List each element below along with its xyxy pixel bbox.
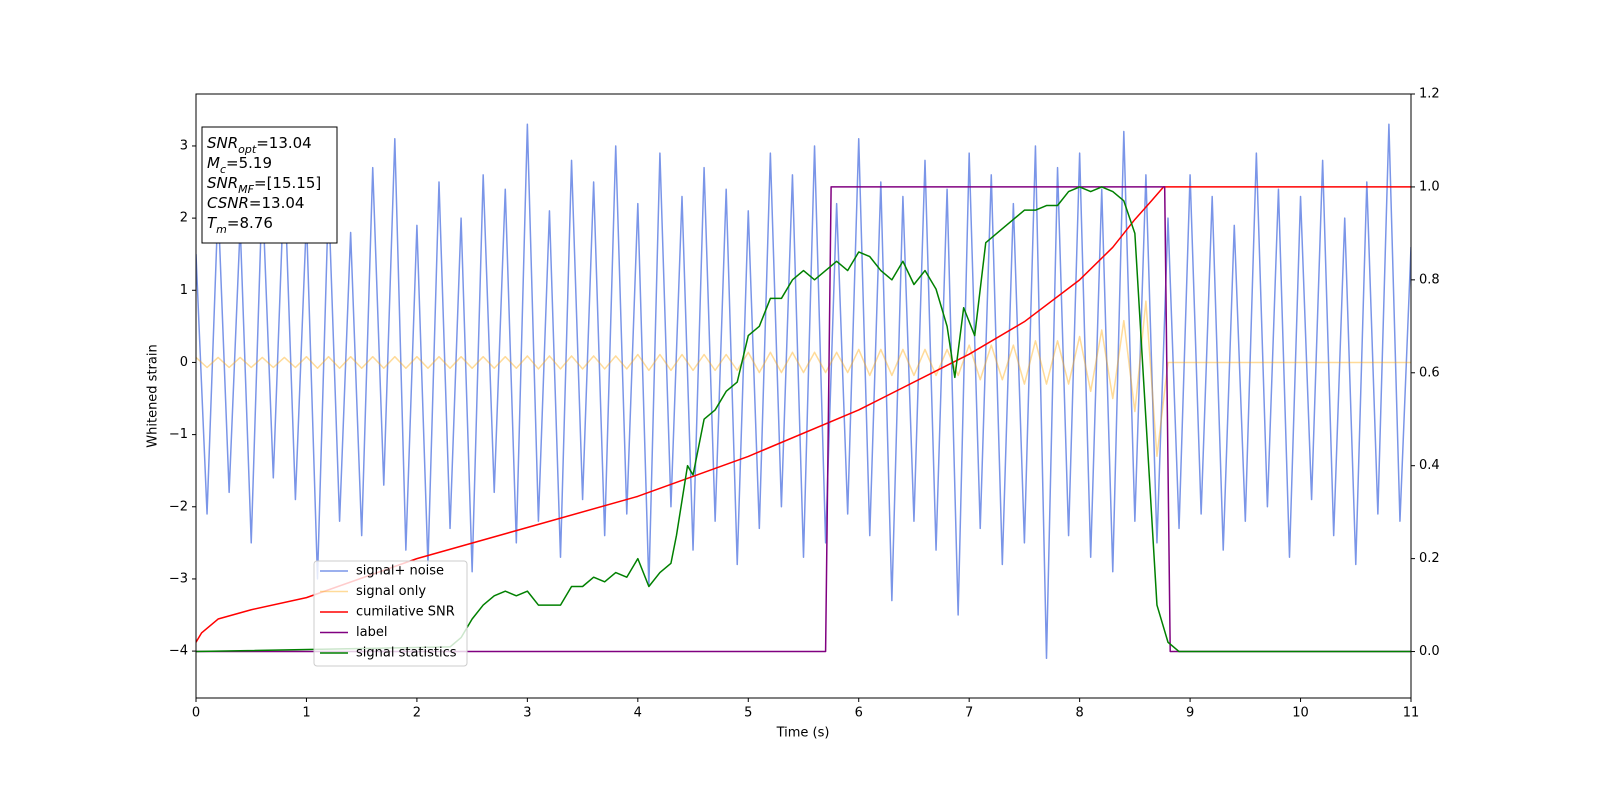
- y2-tick-label: 0.4: [1419, 458, 1440, 473]
- y-axis-label: Whitened strain: [146, 344, 161, 447]
- annotation-line: SNRMF=[15.15]: [207, 174, 321, 196]
- annotation-text: =8.76: [227, 214, 273, 232]
- plot-area: [196, 123, 1411, 660]
- legend-label: cumilative SNR: [356, 605, 455, 620]
- y-tick-label: 1: [180, 283, 188, 298]
- y2-tick-label: 0.0: [1419, 644, 1440, 659]
- y-tick-label: 0: [180, 355, 188, 370]
- x-tick-label: 7: [965, 706, 973, 721]
- annotation-symbol: M: [207, 154, 220, 172]
- series-line: [196, 186, 1411, 643]
- series-line: [196, 123, 1411, 660]
- y2-tick-label: 1.2: [1419, 87, 1440, 102]
- annotation-line: SNRopt=13.04: [207, 134, 312, 156]
- annotation-box: SNRopt=13.04Mc=5.19SNRMF=[15.15]CSNR=13.…: [201, 126, 338, 244]
- annotation-text: =13.04: [249, 194, 305, 212]
- annotation-text: =5.19: [226, 154, 272, 172]
- annotation-symbol: SNR: [207, 174, 238, 192]
- legend-frame: [313, 560, 468, 667]
- legend-label: signal+ noise: [356, 564, 444, 579]
- annotation-subscript: m: [216, 223, 227, 236]
- y2-tick-label: 0.6: [1419, 365, 1440, 380]
- x-tick-label: 0: [192, 706, 200, 721]
- x-tick-label: 3: [523, 706, 531, 721]
- y2-tick-label: 0.2: [1419, 551, 1440, 566]
- annotation-line: Mc=5.19: [207, 154, 272, 176]
- x-axis-label: Time (s): [776, 726, 830, 741]
- legend: signal+ noise signal only cumilative SNR la…: [313, 560, 468, 667]
- annotation-subscript: MF: [238, 183, 254, 196]
- x-tick-label: 6: [855, 706, 863, 721]
- legend-label: signal statistics: [356, 646, 457, 661]
- annotation-subscript: opt: [238, 143, 257, 156]
- annotation-text: =13.04: [256, 134, 312, 152]
- plot-frame: [195, 93, 1412, 699]
- x-tick-label: 10: [1292, 706, 1309, 721]
- y-tick-label: −3: [169, 571, 188, 586]
- x-tick-label: 9: [1186, 706, 1194, 721]
- annotation-frame: [201, 126, 338, 244]
- y2-tick-label: 1.0: [1419, 179, 1440, 194]
- annotation-subscript: c: [220, 163, 226, 176]
- annotation-line: Tm=8.76: [207, 214, 273, 236]
- y-tick-label: −4: [169, 644, 188, 659]
- x-tick-label: 5: [744, 706, 752, 721]
- x-tick-label: 8: [1075, 706, 1083, 721]
- y-tick-label: −2: [169, 499, 188, 514]
- series-line: [196, 186, 1411, 653]
- annotation-text: =[15.15]: [254, 174, 321, 192]
- annotation-symbol: CSNR: [207, 194, 249, 212]
- annotation-line: CSNR=13.04: [207, 194, 304, 212]
- x-tick-label: 4: [634, 706, 642, 721]
- x-tick-label: 2: [413, 706, 421, 721]
- y-tick-label: 2: [180, 211, 188, 226]
- x-tick-label: 1: [302, 706, 310, 721]
- annotation-symbol: SNR: [207, 134, 238, 152]
- series-line: [196, 300, 1411, 458]
- annotation-symbol: T: [207, 214, 218, 232]
- x-tick-label: 11: [1403, 706, 1420, 721]
- y-tick-label: 3: [180, 138, 188, 153]
- legend-label: signal only: [356, 584, 426, 599]
- y-tick-label: −1: [169, 427, 188, 442]
- legend-label: label: [356, 625, 387, 640]
- y2-tick-label: 0.8: [1419, 272, 1440, 287]
